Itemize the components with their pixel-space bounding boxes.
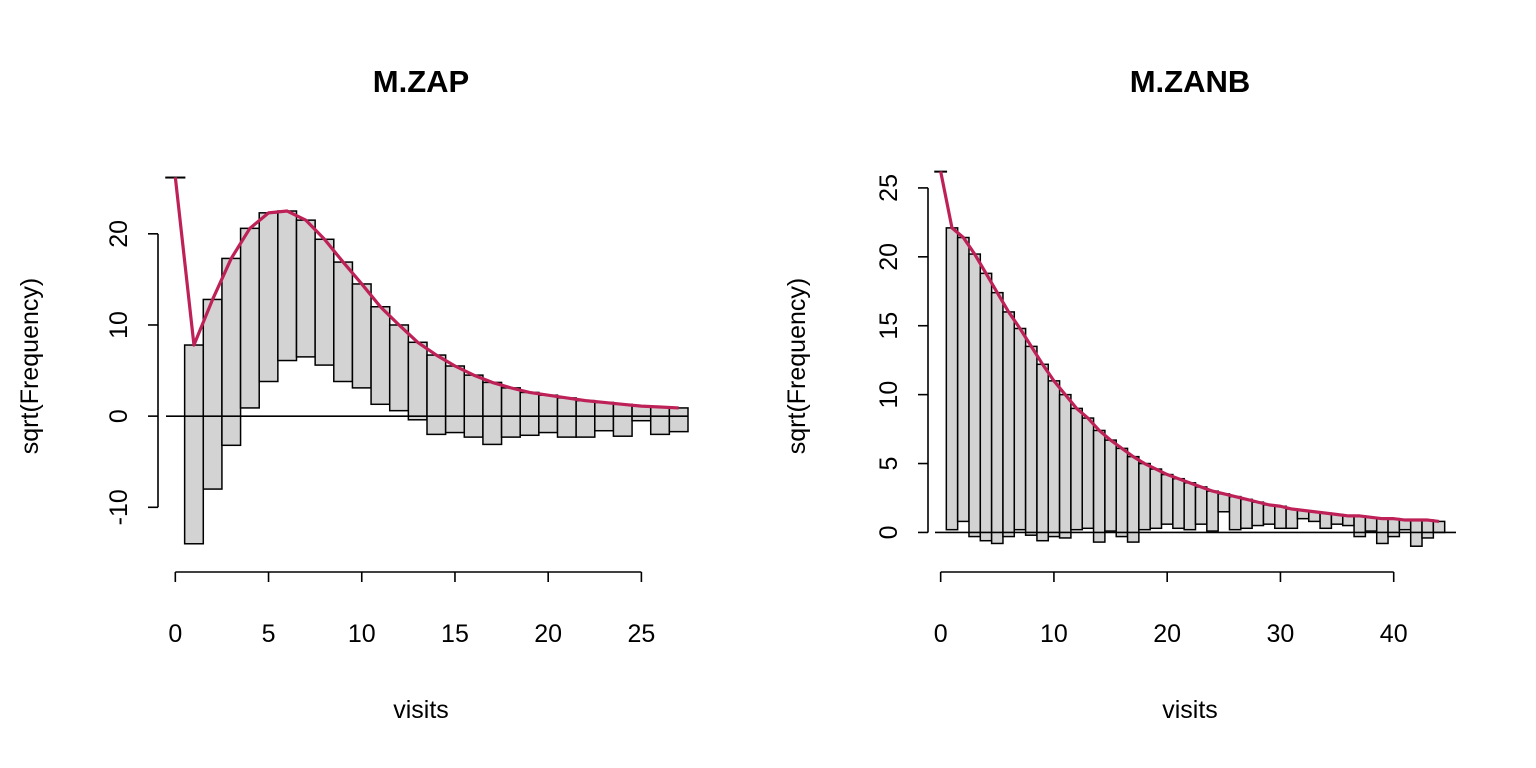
bars-group — [165, 176, 689, 545]
bar-visits-13 — [407, 341, 428, 421]
bar-visits-5 — [990, 291, 1004, 545]
bar-visits-1 — [945, 227, 959, 531]
y-tick-label: -10 — [105, 489, 133, 525]
y-axis-label: sqrt(Frequency) — [783, 278, 811, 454]
bar-visits-3 — [221, 257, 242, 447]
x-tick-label: 15 — [441, 620, 469, 648]
bar-visits-11 — [1058, 393, 1072, 539]
bar-visits-9 — [1036, 363, 1050, 542]
bar-visits-28 — [1251, 501, 1265, 527]
x-tick-label: 20 — [1153, 620, 1181, 648]
bar-visits-18 — [1138, 462, 1151, 531]
bar-visits-2 — [956, 236, 970, 523]
bar-visits-22 — [575, 399, 596, 438]
expected-frequency-line — [173, 177, 679, 410]
y-tick-label: 0 — [105, 409, 133, 423]
bar-visits-19 — [519, 391, 540, 437]
bar-visits-14 — [426, 354, 447, 436]
y-axis-label: sqrt(Frequency) — [16, 278, 44, 454]
chart-panel-m-zap: M.ZAP 0 5 10 15 20 25 -10 0 10 20 visits sqrt(Freque… — [16, 64, 689, 724]
bar-visits-24 — [612, 403, 633, 437]
x-tick-label: 20 — [534, 620, 562, 648]
bar-visits-4 — [979, 272, 993, 542]
bar-visits-6 — [1002, 311, 1016, 538]
expected-frequency-line — [939, 171, 1440, 524]
bar-visits-13 — [1081, 417, 1095, 530]
bar-visits-27 — [668, 407, 689, 433]
bar-visits-11 — [370, 305, 391, 406]
bars-group — [934, 170, 1446, 547]
bar-visits-3 — [968, 253, 982, 538]
bar-visits-25 — [631, 405, 652, 422]
bar-visits-7 — [295, 219, 316, 358]
bar-visits-17 — [482, 381, 503, 446]
y-tick-label: 15 — [875, 312, 903, 340]
bar-visits-39 — [1375, 517, 1389, 545]
bar-visits-12 — [1070, 407, 1083, 531]
bar-visits-17 — [1126, 455, 1140, 543]
bar-visits-16 — [463, 374, 484, 438]
bar-visits-15 — [444, 365, 466, 434]
y-tick-label: 10 — [105, 311, 133, 339]
bar-visits-44 — [1432, 520, 1446, 534]
x-tick-label: 5 — [262, 620, 276, 648]
chart-title: M.ZAP — [373, 64, 469, 99]
x-axis-label: visits — [393, 696, 449, 724]
bar-visits-10 — [1047, 380, 1061, 538]
bar-visits-20 — [1160, 473, 1174, 525]
bar-visits-6 — [277, 210, 298, 362]
bar-visits-40 — [1387, 517, 1401, 538]
bar-visits-2 — [202, 298, 223, 490]
bar-visits-9 — [333, 261, 354, 383]
bar-visits-37 — [1353, 515, 1367, 538]
bar-visits-24 — [1206, 490, 1219, 532]
bar-visits-29 — [1262, 504, 1276, 525]
bar-visits-26 — [649, 406, 671, 436]
bar-visits-27 — [1240, 498, 1253, 530]
bar-visits-26 — [1228, 495, 1242, 531]
bar-visits-21 — [1172, 477, 1185, 530]
bar-visits-22 — [1183, 482, 1197, 531]
x-tick-label: 30 — [1267, 620, 1295, 648]
bar-visits-31 — [1285, 508, 1299, 530]
bar-visits-15 — [1104, 439, 1117, 532]
bar-visits-18 — [500, 387, 521, 438]
bar-visits-5 — [258, 212, 279, 383]
chart-title: M.ZANB — [1130, 64, 1251, 99]
bar-visits-43 — [1421, 519, 1435, 539]
bar-visits-21 — [556, 397, 577, 438]
bar-visits-14 — [1092, 429, 1106, 543]
bar-visits-23 — [1194, 486, 1208, 525]
x-tick-label: 10 — [348, 620, 376, 648]
bar-visits-4 — [239, 227, 260, 409]
bar-visits-16 — [1115, 447, 1129, 538]
y-tick-label: 0 — [875, 525, 903, 539]
bar-visits-19 — [1149, 468, 1163, 530]
bar-visits-1 — [183, 344, 205, 545]
y-tick-label: 20 — [875, 243, 903, 271]
bar-visits-8 — [1024, 345, 1038, 536]
y-tick-label: 20 — [105, 220, 133, 248]
x-axis-label: visits — [1162, 696, 1218, 724]
x-tick-label: 0 — [168, 620, 182, 648]
bar-visits-7 — [1013, 327, 1027, 531]
x-tick-label: 40 — [1380, 620, 1408, 648]
x-tick-label: 25 — [627, 620, 655, 648]
bar-visits-12 — [388, 324, 410, 412]
x-tick-label: 0 — [934, 620, 948, 648]
bar-visits-30 — [1274, 505, 1287, 530]
bar-visits-20 — [538, 394, 559, 434]
y-tick-label: 10 — [875, 381, 903, 409]
bar-visits-8 — [314, 238, 335, 366]
bar-visits-25 — [1217, 493, 1231, 513]
bar-visits-10 — [351, 283, 372, 389]
chart-panel-m-zanb: M.ZANB 0 10 20 30 40 0 5 10 15 20 25 visits sqrt(Freq… — [783, 64, 1456, 724]
x-tick-label: 10 — [1040, 620, 1068, 648]
y-tick-label: 25 — [875, 174, 903, 202]
bar-visits-34 — [1319, 512, 1333, 530]
y-tick-label: 5 — [875, 457, 903, 471]
